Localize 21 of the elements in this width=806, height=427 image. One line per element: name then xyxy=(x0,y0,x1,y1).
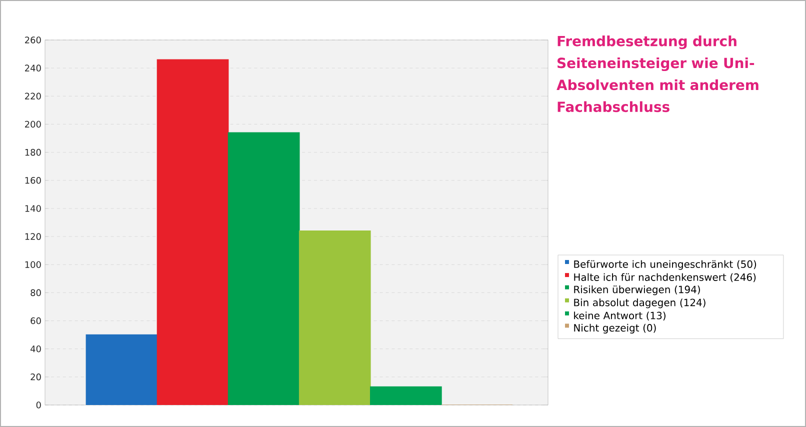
y-tick-label: 220 xyxy=(25,92,41,100)
legend-label: Halte ich für nachdenkenswert (246) xyxy=(574,273,756,282)
y-tick-label: 60 xyxy=(30,317,41,324)
legend-label: Befürworte ich uneingeschränkt (50) xyxy=(574,260,756,270)
legend-label: keine Antwort (13) xyxy=(574,312,666,320)
y-tick-label: 140 xyxy=(25,205,41,212)
text: Fremdbesetzung durch Seiteneinsteiger wie Uni-Absolventen mit anderem Fachabschluss xyxy=(556,36,758,112)
y-tick-label: 260 xyxy=(25,36,41,44)
y-tick-label: 160 xyxy=(25,176,41,184)
y-tick-label: 240 xyxy=(25,64,41,72)
y-tick-label: 100 xyxy=(25,261,41,268)
y-tick-label: 120 xyxy=(25,233,41,240)
y-tick-label: 180 xyxy=(25,148,41,156)
y-tick-label: 40 xyxy=(30,345,41,352)
y-tick-label: 200 xyxy=(25,120,41,128)
y-tick-label: 80 xyxy=(30,289,41,296)
y-tick-label: 20 xyxy=(30,374,41,380)
y-tick-label: 0 xyxy=(36,402,41,408)
legend-label: Bin absolut dagegen (124) xyxy=(574,298,706,308)
legend-label: Risiken überwiegen (194) xyxy=(574,286,700,296)
legend-label: Nicht gezeigt (0) xyxy=(574,324,656,334)
